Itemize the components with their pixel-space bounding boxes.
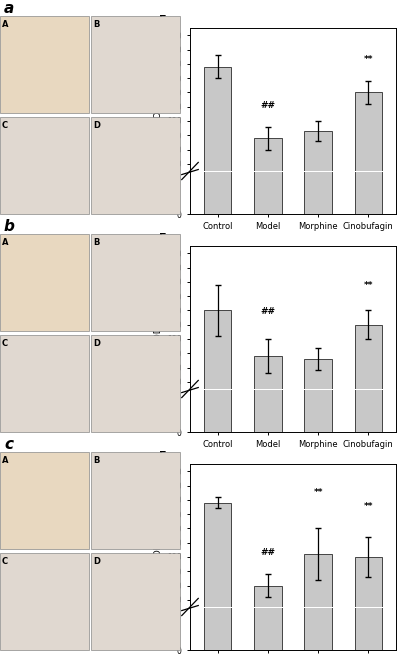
Text: E: E (159, 451, 167, 461)
Bar (0, 452, 89, 549)
Bar (354, 0, 382, 432)
Bar (0, 234, 89, 331)
Bar (204, 311, 232, 610)
Bar (354, 324, 382, 610)
Text: ##: ## (260, 307, 275, 316)
Bar (0, 335, 89, 432)
Y-axis label: AIOD of β -END: AIOD of β -END (154, 65, 163, 133)
Text: **: ** (364, 55, 373, 64)
Bar (204, 0, 232, 432)
Text: B: B (93, 238, 99, 247)
Text: **: ** (364, 281, 373, 290)
Text: a: a (4, 1, 14, 16)
Bar (0, 16, 89, 113)
Text: C: C (2, 121, 8, 130)
Text: D: D (93, 121, 100, 130)
Text: c: c (4, 437, 13, 452)
Y-axis label: AIOD of μ-OR: AIOD of μ-OR (154, 506, 163, 565)
Bar (304, 0, 332, 650)
Bar (91, 117, 180, 214)
Bar (254, 138, 282, 392)
Bar (354, 557, 382, 654)
Bar (304, 359, 332, 610)
Bar (91, 335, 180, 432)
Bar (354, 0, 382, 214)
Text: A: A (2, 456, 8, 465)
Text: D: D (93, 339, 100, 348)
Bar (91, 16, 180, 113)
Bar (0, 117, 89, 214)
Bar (254, 0, 282, 432)
Text: C: C (2, 557, 8, 566)
Bar (254, 356, 282, 610)
Text: ##: ## (260, 101, 275, 110)
Bar (0, 553, 89, 650)
Text: E: E (159, 233, 167, 243)
Text: B: B (93, 456, 99, 465)
Bar (204, 0, 232, 650)
Bar (204, 503, 232, 654)
Bar (204, 67, 232, 392)
Text: b: b (4, 218, 15, 233)
Bar (254, 0, 282, 650)
Text: ##: ## (260, 548, 275, 557)
Text: D: D (93, 557, 100, 566)
Bar (254, 585, 282, 654)
Bar (254, 0, 282, 214)
Y-axis label: AIOD of POMC: AIOD of POMC (154, 286, 163, 349)
Bar (204, 0, 232, 214)
Text: C: C (2, 339, 8, 348)
Bar (91, 452, 180, 549)
Text: **: ** (364, 502, 373, 511)
Bar (354, 92, 382, 392)
Bar (304, 0, 332, 432)
Text: B: B (93, 20, 99, 29)
Bar (91, 553, 180, 650)
Text: A: A (2, 238, 8, 247)
Bar (304, 131, 332, 392)
Bar (91, 234, 180, 331)
Bar (354, 0, 382, 650)
Text: **: ** (313, 488, 323, 497)
Text: A: A (2, 20, 8, 29)
Text: E: E (159, 15, 167, 26)
Bar (304, 554, 332, 654)
Bar (304, 0, 332, 214)
